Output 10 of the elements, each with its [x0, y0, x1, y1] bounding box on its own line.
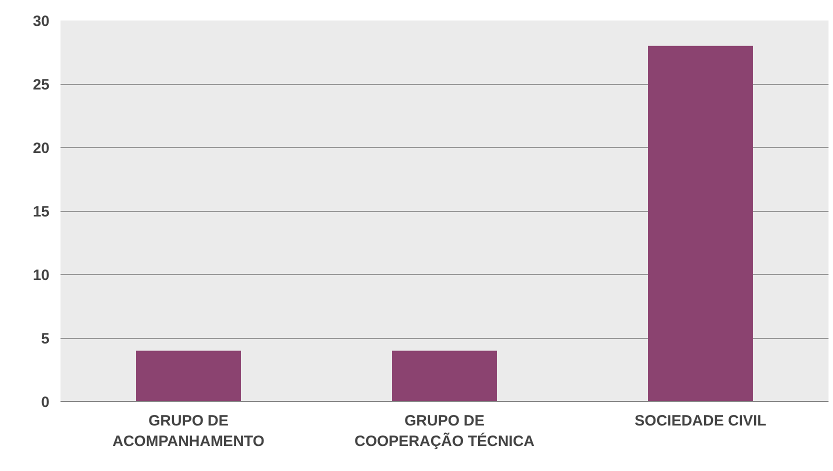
x-tick-label: SOCIEDADE CIVIL — [634, 412, 766, 430]
x-tick-label: GRUPO DE ACOMPANHAMENTO — [112, 412, 265, 450]
y-tick-label: 15 — [32, 204, 50, 220]
y-tick-label: 20 — [32, 140, 50, 157]
y-tick-label: 25 — [32, 76, 50, 94]
y-tick-label: 30 — [32, 13, 50, 30]
y-tick-label: 0 — [41, 394, 50, 411]
y-tick-label: 10 — [32, 267, 50, 284]
y-tick-label: 5 — [41, 330, 50, 348]
x-tick-label: GRUPO DE COOPERAÇÃO TÉCNICA — [354, 412, 535, 450]
